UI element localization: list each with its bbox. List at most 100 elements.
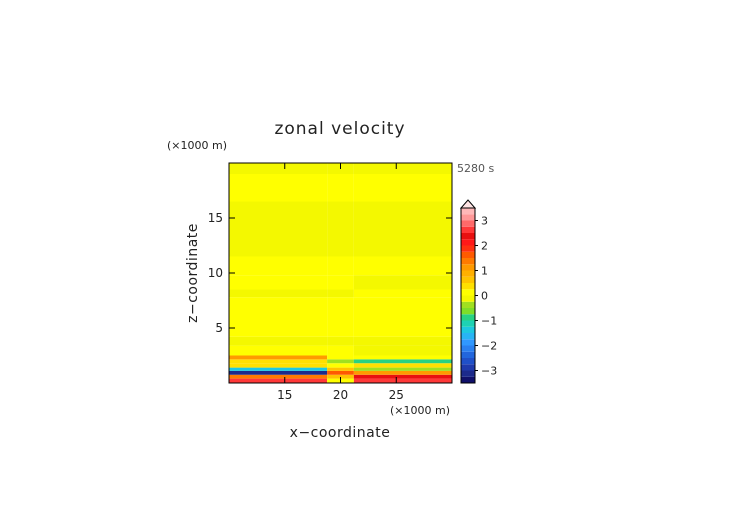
- colorbar-tick-label: 3: [481, 215, 488, 228]
- colorbar-swatch: [461, 239, 475, 246]
- heatmap-cell: [229, 355, 328, 360]
- colorbar-extend-arrow: [459, 199, 477, 209]
- y-axis-label: z−coordinate: [185, 223, 201, 323]
- colorbar-tick-label: 0: [481, 290, 488, 303]
- heatmap-cell: [353, 201, 452, 257]
- heatmap-cell: [353, 374, 452, 379]
- x-tick-label: 25: [389, 388, 404, 402]
- heatmap-cell: [229, 367, 328, 371]
- y-tick-label: 10: [208, 266, 223, 280]
- heatmap-cell: [327, 355, 354, 360]
- colorbar-swatch: [461, 214, 475, 221]
- colorbar-swatch: [461, 220, 475, 227]
- colorbar-tick-label: 1: [481, 265, 488, 278]
- heatmap-cell: [353, 378, 452, 383]
- colorbar-swatch: [461, 295, 475, 302]
- colorbar-swatch: [461, 276, 475, 283]
- colorbar-tick-label: 2: [481, 240, 488, 253]
- colorbar-swatch: [461, 308, 475, 315]
- heatmap-cell: [353, 359, 452, 364]
- colorbar-swatch: [461, 358, 475, 365]
- y-unit-label: (×1000 m): [167, 139, 227, 152]
- colorbar-swatch: [461, 326, 475, 333]
- heatmap-cell: [353, 336, 452, 346]
- colorbar-swatch: [461, 289, 475, 296]
- y-axis: 5 10 15: [208, 211, 452, 335]
- heatmap-cell: [229, 359, 328, 364]
- plot-area: 15 20 25 5 10 15: [208, 162, 453, 402]
- heatmap-field: [229, 163, 452, 383]
- colorbar: −3 −2 −1 0 1 2 3: [459, 199, 497, 384]
- heatmap-cell: [327, 336, 354, 346]
- heatmap-cell: [327, 201, 354, 257]
- heatmap-cell: [229, 289, 328, 298]
- heatmap-cell: [327, 367, 354, 371]
- colorbar-swatch: [461, 270, 475, 277]
- heatmap-cell: [353, 370, 452, 375]
- heatmap-cell: [229, 363, 328, 368]
- heatmap-cell: [327, 275, 354, 290]
- heatmap-cell: [229, 174, 328, 202]
- chart-title: zonal velocity: [274, 119, 405, 139]
- colorbar-swatch: [461, 251, 475, 258]
- heatmap-cell: [353, 297, 452, 317]
- colorbar-tick-label: −3: [481, 365, 497, 378]
- y-tick-label: 15: [208, 211, 223, 225]
- heatmap-cell: [229, 374, 328, 379]
- heatmap-cell: [229, 317, 328, 337]
- y-tick-label: 5: [215, 321, 223, 335]
- heatmap-cell: [353, 174, 452, 202]
- x-unit-label: (×1000 m): [390, 404, 450, 417]
- colorbar-swatch: [461, 339, 475, 346]
- heatmap-cell: [229, 201, 328, 257]
- heatmap-cell: [353, 345, 452, 356]
- heatmap-cell: [327, 289, 354, 298]
- colorbar-swatch: [461, 226, 475, 233]
- colorbar-swatch: [461, 376, 475, 383]
- colorbar-swatch: [461, 233, 475, 240]
- heatmap-cell: [327, 370, 354, 375]
- colorbar-swatch: [461, 345, 475, 352]
- heatmap-cell: [229, 163, 328, 174]
- heatmap-cell: [327, 297, 354, 317]
- heatmap-cell: [353, 363, 452, 368]
- colorbar-swatch: [461, 301, 475, 308]
- heatmap-cell: [327, 374, 354, 379]
- time-label: 5280 s: [457, 162, 494, 175]
- heatmap-cell: [327, 363, 354, 368]
- colorbar-swatch: [461, 351, 475, 358]
- heatmap-cell: [327, 317, 354, 337]
- colorbar-tick-label: −2: [481, 340, 497, 353]
- colorbar-swatch: [461, 258, 475, 265]
- x-tick-label: 15: [277, 388, 292, 402]
- heatmap-cell: [353, 256, 452, 276]
- colorbar-swatch: [461, 208, 475, 215]
- colorbar-swatch: [461, 364, 475, 371]
- heatmap-cell: [229, 370, 328, 375]
- colorbar-swatch: [461, 264, 475, 271]
- colorbar-swatch: [461, 245, 475, 252]
- heatmap-cell: [229, 256, 328, 276]
- colorbar-swatch: [461, 283, 475, 290]
- heatmap-cell: [353, 317, 452, 337]
- x-tick-label: 20: [333, 388, 348, 402]
- heatmap-cell: [353, 367, 452, 371]
- heatmap-cell: [327, 359, 354, 364]
- heatmap-cell: [229, 275, 328, 290]
- heatmap-cell: [353, 289, 452, 298]
- x-axis-label: x−coordinate: [290, 425, 391, 441]
- heatmap-cell: [327, 256, 354, 276]
- heatmap-cell: [327, 174, 354, 202]
- colorbar-tick-label: −1: [481, 315, 497, 328]
- colorbar-swatch: [461, 370, 475, 377]
- heatmap-cell: [229, 297, 328, 317]
- heatmap-cell: [229, 345, 328, 356]
- colorbar-swatch: [461, 320, 475, 327]
- heatmap-cell: [327, 345, 354, 356]
- heatmap-cell: [353, 163, 452, 174]
- heatmap-cell: [353, 355, 452, 360]
- heatmap-cell: [353, 275, 452, 290]
- heatmap-cell: [229, 378, 328, 383]
- heatmap-cell: [229, 336, 328, 346]
